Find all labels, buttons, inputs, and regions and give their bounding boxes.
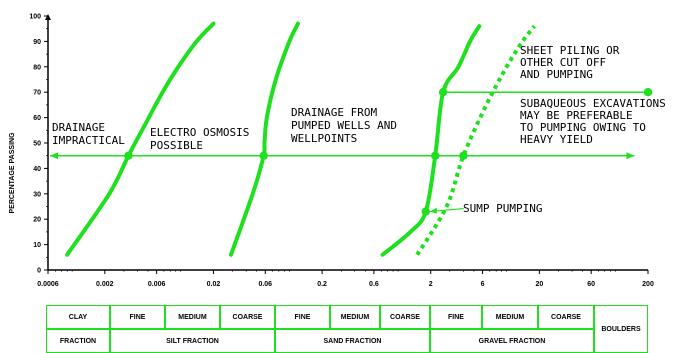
grading-chart: 0 10 20 30 40 50 60 70 80 90 100 0.0006 0.002 0.006 0.… (9, 14, 666, 289)
gravel-coarse: COARSE (538, 305, 594, 329)
y-tick-label: 30 (33, 191, 41, 198)
annotation-sheet-piling: OTHER CUT OFF (520, 56, 606, 69)
data-point (459, 151, 468, 160)
chart-curves (65, 21, 536, 257)
x-tick-label: 2 (429, 281, 433, 288)
y-tick-label: 60 (33, 115, 41, 122)
annotation-electro-osmosis: POSSIBLE (150, 139, 203, 152)
chart-points (124, 88, 653, 216)
x-tick-label: 6 (481, 281, 485, 288)
y-axis-arrow (45, 14, 51, 20)
x-tick-label: 0.0006 (37, 281, 59, 288)
grading-curve-1 (65, 21, 216, 257)
data-point (643, 88, 653, 97)
y-tick-label: 0 (37, 268, 41, 275)
grading-curve-3 (380, 24, 482, 257)
y-tick-label: 70 (33, 90, 41, 97)
data-point (421, 207, 430, 216)
x-tick-label: 60 (587, 281, 595, 288)
sump-pointer-arrow (429, 207, 437, 214)
grading-curve-4 (415, 24, 536, 256)
y-tick-label: 20 (33, 217, 41, 224)
silt-fraction-label: SILT FRACTION (110, 329, 275, 353)
silt-coarse: COARSE (220, 305, 275, 329)
gravel-medium: MEDIUM (482, 305, 538, 329)
y-tick-label: 40 (33, 166, 41, 173)
annotation-pumped-wells: WELLPOINTS (291, 132, 357, 145)
arrow-head-left (50, 152, 58, 160)
x-tick-label: 20 (535, 281, 543, 288)
annotation-subaqueous: HEAVY YIELD (520, 133, 593, 146)
y-tick-label: 10 (33, 242, 41, 249)
annotation-sump-pumping: SUMP PUMPING (463, 202, 542, 215)
annotation-subaqueous: TO PUMPING OWING TO (520, 121, 646, 134)
x-tick-label: 0.002 (96, 281, 114, 288)
arrow-head-right (626, 152, 635, 160)
annotation-pumped-wells: PUMPED WELLS AND (291, 119, 397, 132)
x-tick-label: 200 (642, 281, 654, 288)
x-tick-label: 0.02 (207, 281, 221, 288)
chart-lines (50, 91, 648, 214)
x-tick-label: 0.2 (317, 281, 327, 288)
y-axis-label: PERCENTAGE PASSING (9, 132, 16, 214)
x-tick-label: 0.006 (148, 281, 166, 288)
data-point (124, 151, 133, 160)
chart-axes: 0 10 20 30 40 50 60 70 80 90 100 0.0006 0.002 0.006 0.… (9, 14, 654, 289)
grading-curve-2 (228, 21, 300, 257)
sand-fraction-label: SAND FRACTION (275, 329, 430, 353)
annotation-pumped-wells: DRAINAGE FROM (291, 106, 377, 119)
x-tick-label: 0.06 (258, 281, 272, 288)
data-point (438, 88, 448, 97)
annotation-subaqueous: SUBAQUEOUS EXCAVATIONS (520, 97, 666, 110)
y-tick-label: 80 (33, 64, 41, 71)
gravel-fine: FINE (430, 305, 482, 329)
annotation-subaqueous: MAY BE PREFERABLE (520, 109, 633, 122)
annotation-electro-osmosis: ELECTRO OSMOSIS (150, 126, 249, 139)
silt-fine: FINE (110, 305, 165, 329)
y-tick-label: 50 (33, 141, 41, 148)
silt-medium: MEDIUM (165, 305, 220, 329)
y-tick-label: 100 (29, 14, 41, 21)
x-tick-label: 0.6 (369, 281, 379, 288)
sand-medium: MEDIUM (330, 305, 380, 329)
boulders-label: BOULDERS (594, 305, 648, 353)
sand-fine: FINE (275, 305, 330, 329)
data-point (259, 151, 268, 160)
annotation-drainage-impractical: IMPRACTICAL (52, 134, 125, 147)
data-point (431, 151, 440, 160)
annotation-sheet-piling: AND PUMPING (520, 68, 593, 81)
annotation-drainage-impractical: DRAINAGE (52, 121, 105, 134)
sand-coarse: COARSE (380, 305, 430, 329)
y-tick-label: 90 (33, 39, 41, 46)
gravel-fraction-label: GRAVEL FRACTION (430, 329, 594, 353)
annotation-sheet-piling: SHEET PILING OR (520, 44, 620, 57)
clay-label: CLAY (46, 305, 110, 329)
clay-fraction-label: FRACTION (46, 329, 110, 353)
